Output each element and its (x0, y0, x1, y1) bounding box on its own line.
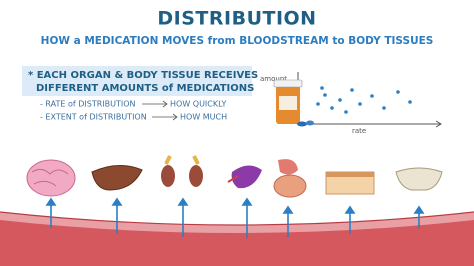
bottle-cap (273, 79, 303, 88)
note-box (22, 66, 252, 96)
bloodstream-inner (0, 220, 474, 266)
subtitle: HOW a MEDICATION MOVES from BLOODSTREAM … (41, 35, 434, 47)
kidney (161, 165, 175, 187)
x-label: rate (352, 127, 366, 135)
y-label: amount (260, 75, 287, 83)
intestines (273, 174, 307, 198)
bottle-label (279, 96, 297, 110)
spleen (231, 165, 262, 189)
item-label: - EXTENT of DISTRIBUTION (40, 113, 147, 122)
item-result: HOW QUICKLY (170, 100, 227, 109)
brain (26, 159, 76, 197)
brain-folds (31, 168, 69, 187)
uptake-arrows (45, 197, 425, 238)
adrenal (164, 155, 200, 165)
pill (306, 120, 314, 126)
kidney (189, 165, 203, 187)
stomach (278, 159, 298, 175)
dots (316, 86, 412, 114)
item-label: - RATE of DISTRIBUTION (40, 100, 136, 109)
arrow-head (172, 113, 178, 121)
vessel-wall (0, 211, 474, 226)
title: DISTRIBUTION (157, 8, 316, 30)
arrow-head (162, 100, 168, 108)
vessel (227, 175, 239, 183)
item-result: HOW MUCH (180, 113, 227, 122)
skin-surface (326, 172, 374, 177)
note-line: DIFFERENT AMOUNTS of MEDICATIONS (36, 83, 254, 94)
pelvis (395, 167, 443, 191)
liver (91, 165, 143, 191)
mini-graph: amount rate (260, 72, 442, 135)
note-line: * EACH ORGAN & BODY TISSUE RECEIVES (28, 70, 258, 81)
arrow-head (435, 120, 442, 128)
pill (297, 121, 307, 127)
organs (26, 155, 443, 198)
